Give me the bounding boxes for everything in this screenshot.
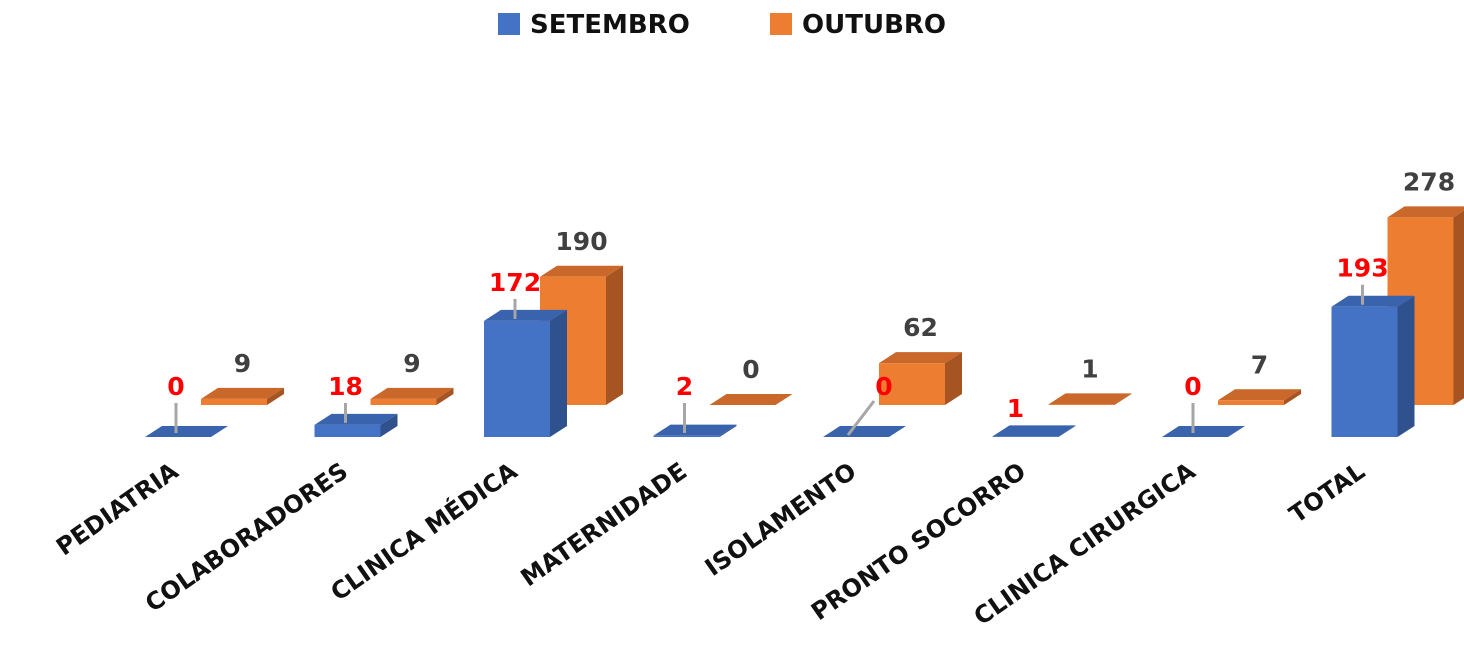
data-label-setembro-maternidade: 2 — [676, 372, 693, 401]
bar-setembro-pronto-socorro — [992, 425, 1076, 437]
bar-setembro-colaboradores — [314, 413, 398, 437]
bar-setembro-clinica-medica — [484, 309, 567, 437]
bar-setembro-total — [1331, 295, 1415, 437]
data-label-setembro-pronto-socorro: 1 — [1007, 394, 1024, 423]
tick-label-maternidade: MATERNIDADE — [516, 457, 692, 592]
bar-outubro-clinica-cirurgica — [1218, 389, 1301, 405]
bar-setembro-pediatria — [145, 426, 228, 437]
legend: SETEMBRO OUTUBRO — [498, 10, 946, 40]
data-label-setembro-isolamento: 0 — [875, 372, 892, 401]
tick-label-total: TOTAL — [1284, 457, 1370, 529]
data-label-outubro-total: 278 — [1403, 167, 1455, 196]
data-label-setembro-clinica-cirurgica: 0 — [1184, 372, 1201, 401]
data-label-outubro-pediatria: 9 — [234, 349, 251, 378]
legend-label-outubro: OUTUBRO — [802, 10, 946, 40]
data-label-outubro-clinica-cirurgica: 7 — [1251, 350, 1268, 379]
leader-line-isolamento — [846, 400, 876, 436]
tick-label-pediatria: PEDIATRIA — [51, 457, 184, 562]
tick-label-clinica-medica: CLINICA MÉDICA — [325, 456, 523, 607]
bar-setembro-clinica-cirurgica — [1162, 426, 1245, 437]
bar-setembro-maternidade — [653, 424, 737, 437]
tick-label-isolamento: ISOLAMENTO — [700, 457, 862, 582]
legend-label-setembro: SETEMBRO — [530, 10, 690, 40]
legend-swatch-outubro — [770, 13, 792, 35]
data-label-setembro-colaboradores: 18 — [328, 372, 363, 401]
legend-swatch-setembro — [498, 13, 520, 35]
data-label-setembro-total: 193 — [1336, 254, 1388, 283]
data-label-outubro-pronto-socorro: 1 — [1081, 354, 1098, 383]
data-label-outubro-clinica-medica: 190 — [555, 227, 607, 256]
bars-group — [145, 206, 1464, 437]
data-label-setembro-clinica-medica: 172 — [489, 268, 541, 297]
data-labels-group: 9 0 9 18 190 172 0 2 62 0 1 1 7 0 278 193 — [167, 167, 1455, 436]
bar-setembro-isolamento — [823, 426, 906, 437]
data-label-outubro-isolamento: 62 — [903, 313, 938, 342]
bar-outubro-colaboradores — [370, 387, 454, 405]
bar-outubro-pediatria — [201, 387, 284, 405]
bar-outubro-isolamento — [879, 352, 962, 405]
data-label-setembro-pediatria: 0 — [167, 372, 184, 401]
data-label-outubro-maternidade: 0 — [742, 355, 759, 384]
bar-outubro-pronto-socorro — [1048, 393, 1132, 405]
data-label-outubro-colaboradores: 9 — [403, 349, 420, 378]
bar-outubro-maternidade — [709, 394, 793, 405]
